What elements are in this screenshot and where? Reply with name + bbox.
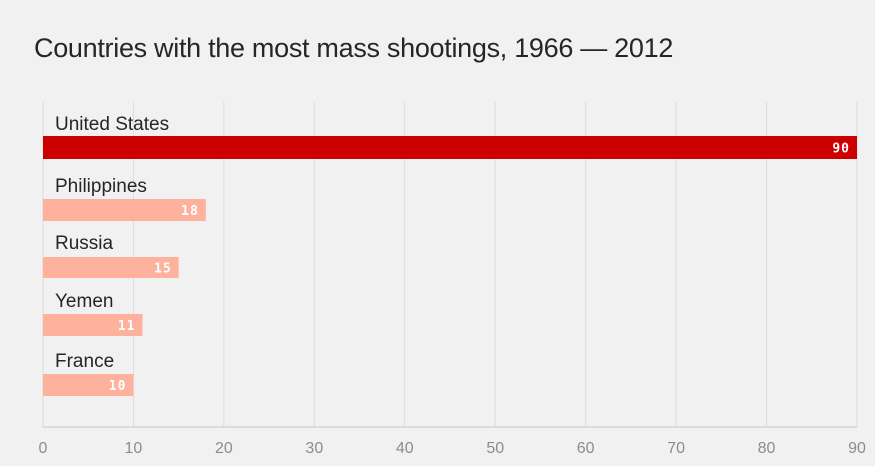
category-label-france: France <box>55 351 114 372</box>
value-label-yemen: 11 <box>118 319 136 334</box>
bar-group-russia: Russia 15 <box>43 233 179 278</box>
x-tick-label-10: 10 <box>125 440 143 457</box>
bar-group-philippines: Philippines 18 <box>43 176 206 221</box>
bar-philippines <box>43 199 206 221</box>
x-axis: 0 10 20 30 40 50 60 70 80 90 <box>39 426 866 457</box>
x-tick-label-70: 70 <box>667 440 685 457</box>
x-tick-label-20: 20 <box>215 440 233 457</box>
bar-group-yemen: Yemen 11 <box>43 291 143 336</box>
value-label-united-states: 90 <box>832 142 850 157</box>
category-label-yemen: Yemen <box>55 291 113 312</box>
bar-group-france: France 10 <box>43 351 134 396</box>
x-tick-label-80: 80 <box>758 440 776 457</box>
bar-yemen <box>43 314 143 336</box>
x-tick-label-0: 0 <box>39 440 48 457</box>
value-label-france: 10 <box>109 379 127 394</box>
category-label-russia: Russia <box>55 233 114 254</box>
bar-group-united-states: United States 90 <box>43 114 857 159</box>
x-tick-label-40: 40 <box>396 440 414 457</box>
value-label-philippines: 18 <box>181 204 199 219</box>
value-label-russia: 15 <box>154 262 172 277</box>
x-tick-label-60: 60 <box>577 440 595 457</box>
x-tick-label-30: 30 <box>305 440 323 457</box>
bar-russia <box>43 257 179 278</box>
category-label-united-states: United States <box>55 114 169 135</box>
x-tick-label-50: 50 <box>486 440 504 457</box>
category-label-philippines: Philippines <box>55 176 147 197</box>
x-tick-label-90: 90 <box>848 440 866 457</box>
chart-title: Countries with the most mass shootings, … <box>34 33 674 63</box>
bar-united-states <box>43 136 857 159</box>
bar-france <box>43 374 134 396</box>
bars: United States 90 Philippines 18 Russia 15 Yeme… <box>43 114 857 396</box>
